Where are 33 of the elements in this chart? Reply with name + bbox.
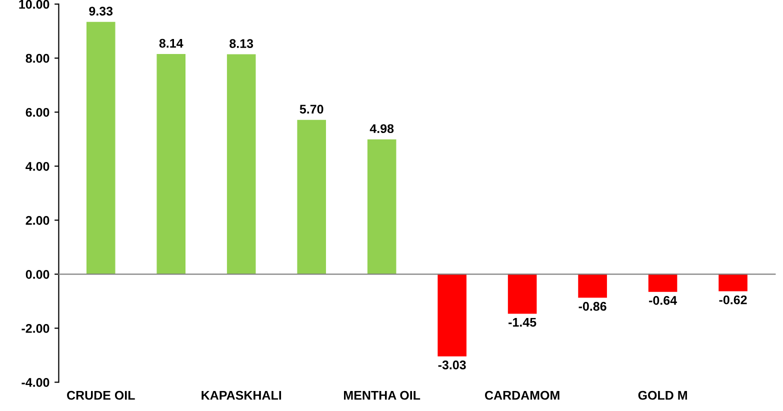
x-tick-label: KAPASKHALI <box>202 390 282 400</box>
y-tick-label: 0.00 <box>26 270 50 279</box>
bar <box>648 274 678 292</box>
data-label: 4.98 <box>370 124 394 134</box>
data-label: -0.64 <box>649 296 677 305</box>
x-tick-label: CRUDE OIL <box>67 390 135 400</box>
data-label: 8.14 <box>159 38 184 48</box>
x-tick-label: CARDAMOM <box>484 390 560 400</box>
data-label: -0.62 <box>719 295 747 304</box>
bar <box>438 274 466 356</box>
data-label: -0.86 <box>578 302 606 311</box>
y-tick-label: 4.00 <box>26 162 50 171</box>
y-tick-label: -2.00 <box>22 324 50 333</box>
data-label: 5.70 <box>300 104 324 114</box>
y-tick-label: 2.00 <box>26 216 50 225</box>
bar <box>86 22 116 275</box>
y-tick-label: 8.00 <box>26 54 50 63</box>
bar <box>718 274 748 292</box>
y-tick-label: 6.00 <box>26 108 50 117</box>
bar <box>578 274 607 298</box>
bar <box>156 54 186 275</box>
data-label: 9.33 <box>89 6 113 16</box>
data-label: -1.45 <box>508 318 536 327</box>
y-tick-label: 10.00 <box>19 0 50 9</box>
bar <box>367 139 396 275</box>
bar <box>226 54 256 275</box>
x-tick-label: MENTHA OIL <box>344 390 420 400</box>
bar <box>508 274 537 314</box>
data-label: -3.03 <box>438 360 466 370</box>
x-tick-label: GOLD M <box>638 390 687 400</box>
y-tick-label: -4.00 <box>22 378 50 387</box>
bar <box>297 120 326 275</box>
data-label: 8.13 <box>230 39 254 48</box>
